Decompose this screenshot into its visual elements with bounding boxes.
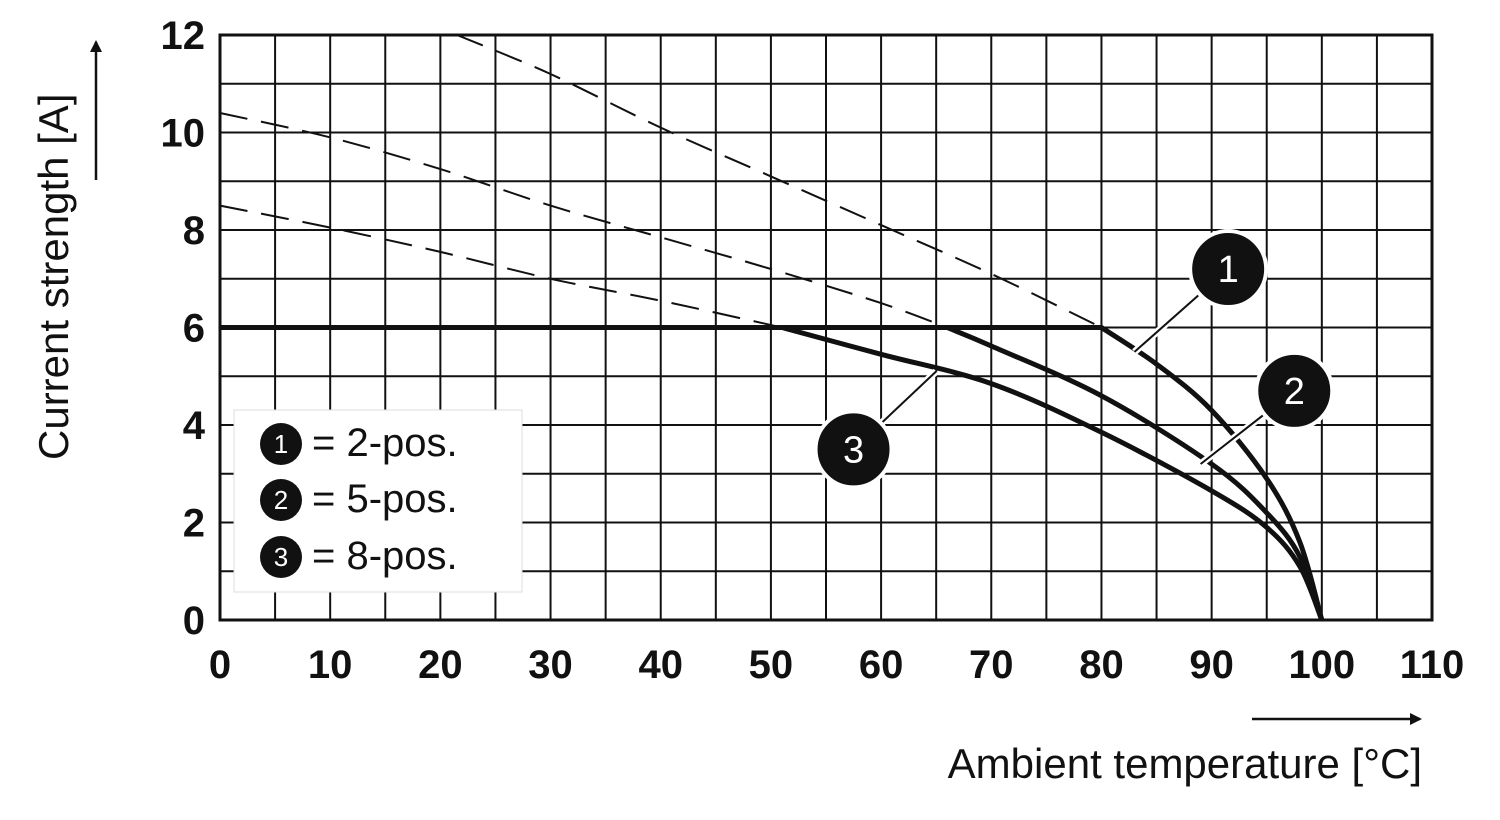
x-tick-label: 80 bbox=[1079, 643, 1124, 687]
x-tick-labels: 0 10 20 30 40 50 60 70 80 90 100 110 bbox=[209, 643, 1464, 687]
x-tick-label: 90 bbox=[1189, 643, 1234, 687]
y-tick-label: 6 bbox=[183, 307, 205, 351]
series-1-dashed-curve bbox=[456, 34, 1102, 329]
y-tick-label: 10 bbox=[161, 112, 206, 156]
callout-label-1: 1 bbox=[1218, 249, 1239, 291]
x-tick-label: 110 bbox=[1400, 643, 1465, 687]
y-tick-label: 12 bbox=[161, 14, 206, 58]
x-tick-label: 20 bbox=[418, 643, 463, 687]
series-2-solid-curve bbox=[946, 325, 1325, 621]
solid-curves bbox=[220, 325, 1325, 621]
y-tick-labels: 0 2 4 6 8 10 12 bbox=[161, 14, 206, 643]
series-1-solid-curve bbox=[220, 325, 1325, 621]
series-2-dashed-curve bbox=[219, 112, 948, 329]
legend-badge-label-3: 3 bbox=[274, 542, 288, 572]
series-3-solid-curve bbox=[781, 325, 1325, 621]
legend-entry-1: 1 = 2-pos. bbox=[260, 421, 458, 465]
callout-badge-2 bbox=[1254, 350, 1335, 431]
legend-text-2: = 5-pos. bbox=[312, 477, 458, 521]
x-tick-label: 0 bbox=[209, 643, 231, 687]
callout-label-3: 3 bbox=[843, 429, 864, 471]
legend-text-1: = 2-pos. bbox=[312, 421, 458, 465]
series-3-dashed-curve bbox=[219, 204, 783, 329]
x-tick-label: 70 bbox=[969, 643, 1014, 687]
legend: 1 = 2-pos. 2 = 5-pos. 3 = 8-pos. bbox=[233, 409, 523, 593]
legend-entry-3: 3 = 8-pos. bbox=[260, 534, 458, 578]
y-axis-title: Current strength [A] bbox=[30, 94, 77, 461]
legend-badge-label-1: 1 bbox=[274, 429, 288, 459]
callout-badge-3 bbox=[813, 409, 894, 490]
legend-badge-1 bbox=[260, 423, 302, 465]
x-tick-label: 30 bbox=[528, 643, 573, 687]
legend-text-3: = 8-pos. bbox=[312, 534, 458, 578]
y-tick-label: 4 bbox=[183, 404, 206, 448]
y-tick-label: 0 bbox=[183, 599, 205, 643]
callout-badge-1 bbox=[1188, 229, 1269, 309]
y-tick-label: 2 bbox=[183, 502, 205, 546]
x-tick-label: 40 bbox=[638, 643, 683, 687]
legend-badge-label-2: 2 bbox=[274, 485, 288, 515]
dashed-curves bbox=[219, 34, 1102, 329]
x-tick-label: 50 bbox=[749, 643, 794, 687]
x-tick-label: 60 bbox=[859, 643, 904, 687]
legend-badge-3 bbox=[260, 536, 302, 578]
x-axis-title: Ambient temperature [°C] bbox=[948, 740, 1422, 787]
legend-badge-2 bbox=[260, 479, 302, 521]
legend-entry-2: 2 = 5-pos. bbox=[260, 477, 458, 521]
x-tick-label: 10 bbox=[308, 643, 353, 687]
y-tick-label: 8 bbox=[183, 209, 205, 253]
callout-label-2: 2 bbox=[1284, 371, 1305, 413]
x-tick-label: 100 bbox=[1288, 643, 1355, 687]
series-callouts: 1 2 3 bbox=[813, 229, 1335, 490]
